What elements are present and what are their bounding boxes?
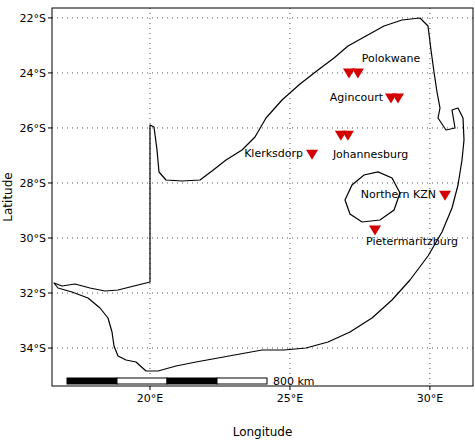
station-label: Polokwane bbox=[362, 52, 421, 65]
scale-bar-segment bbox=[67, 378, 117, 384]
markers bbox=[306, 68, 451, 235]
grid-line-x bbox=[289, 8, 290, 386]
station-marker bbox=[439, 191, 451, 201]
station-marker bbox=[342, 131, 354, 141]
tick-label-y: 24°S bbox=[20, 67, 46, 80]
grid-line-y bbox=[52, 127, 473, 128]
station-label: Klerksdorp bbox=[244, 147, 303, 160]
scale-bar-segment bbox=[117, 378, 167, 384]
grid-line-y bbox=[52, 17, 473, 18]
y-axis-label: Latitude bbox=[1, 172, 15, 221]
scale-bar-segment bbox=[167, 378, 217, 384]
country-outline bbox=[54, 18, 464, 371]
tick-label-y: 26°S bbox=[20, 122, 46, 135]
tick-y bbox=[48, 293, 52, 294]
tick-label-x: 30°E bbox=[417, 392, 443, 405]
tick-label-y: 28°S bbox=[20, 177, 46, 190]
tick-x bbox=[149, 386, 150, 390]
tick-label-x: 20°E bbox=[137, 392, 163, 405]
tick-y bbox=[48, 237, 52, 238]
tick-label-y: 32°S bbox=[20, 287, 46, 300]
station-label: Northern KZN bbox=[361, 188, 436, 201]
tick-label-x: 25°E bbox=[277, 392, 303, 405]
grid-line-y bbox=[52, 293, 473, 294]
station-label: Johannesburg bbox=[332, 148, 408, 161]
station-label: Agincourt bbox=[330, 91, 384, 104]
tick-y bbox=[48, 72, 52, 73]
map-chart: 20°E 25°E 30°E 22°S 24°S 26°S 28°S 30°S 32°S 34°S… bbox=[0, 0, 475, 443]
tick-label-y: 34°S bbox=[20, 342, 46, 355]
tick-y bbox=[48, 17, 52, 18]
scale-bar-label: 800 km bbox=[273, 375, 315, 388]
tick-label-y: 22°S bbox=[20, 12, 46, 25]
station-marker bbox=[392, 94, 404, 104]
tick-x bbox=[429, 386, 430, 390]
grid-line-y bbox=[52, 72, 473, 73]
tick-y bbox=[48, 182, 52, 183]
grid-line-y bbox=[52, 182, 473, 183]
tick-label-y: 30°S bbox=[20, 232, 46, 245]
station-label: Pietermaritzburg bbox=[366, 235, 458, 248]
station-marker bbox=[352, 68, 364, 78]
tick-y bbox=[48, 348, 52, 349]
plot-frame bbox=[52, 8, 473, 386]
station-marker bbox=[306, 150, 318, 160]
tick-y bbox=[48, 127, 52, 128]
x-axis-label: Longitude bbox=[233, 425, 293, 439]
scale-bar-segment bbox=[217, 378, 267, 384]
